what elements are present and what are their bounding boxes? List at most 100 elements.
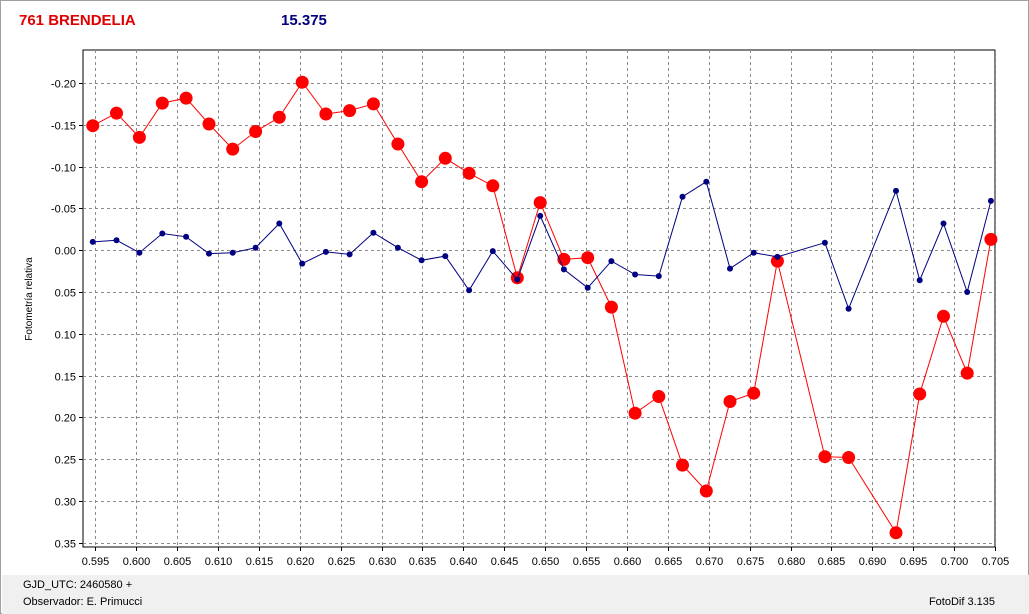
comparison-data-point <box>608 258 615 265</box>
asteroid-data-point <box>533 196 547 210</box>
comparison-data-point <box>821 239 828 246</box>
asteroid-data-point <box>652 390 666 403</box>
y-tick-label: -0.20 <box>51 79 76 91</box>
comparison-data-point <box>750 249 757 256</box>
asteroid-data-point <box>202 117 216 131</box>
comparison-data-point <box>183 233 190 240</box>
y-tick-label: 0.00 <box>55 246 76 258</box>
axis-ticks: 0.595 0.600 0.605 0.610 0.615 0.620 0.625 0.630… <box>51 79 1009 569</box>
asteroid-data-point <box>179 91 193 105</box>
asteroid-data-point <box>86 119 100 133</box>
asteroid-data-point <box>415 175 429 189</box>
asteroid-data-point <box>960 366 974 380</box>
comparison-data-point <box>322 248 329 255</box>
comparison-data-point <box>418 257 425 264</box>
comparison-data-point <box>893 187 899 194</box>
y-axis-label: Fotometría relativa <box>24 257 35 341</box>
observer-label: Observador: E. Primucci <box>23 596 143 608</box>
x-tick-label: 0.635 <box>409 556 437 568</box>
comparison-data-point <box>466 287 473 294</box>
chart: 761 BRENDELIA 15.375 0.595 0.600 0.605 0.61… <box>19 12 1009 569</box>
asteroid-data-point <box>770 254 784 268</box>
chart-title: 761 BRENDELIA <box>19 12 136 29</box>
comparison-data-point <box>916 277 923 284</box>
asteroid-data-point <box>343 104 357 118</box>
asteroid-data-point <box>155 96 169 110</box>
asteroid-data-point <box>676 458 689 472</box>
x-tick-label: 0.690 <box>859 556 887 568</box>
asteroid-data-point <box>110 106 123 120</box>
comparison-data-point <box>845 305 852 312</box>
comparison-data-point <box>584 284 591 291</box>
asteroid-data-point <box>984 232 998 246</box>
comparison-data-point <box>136 249 143 256</box>
asteroid-data-point <box>272 110 286 124</box>
comparison-data-point <box>442 253 449 260</box>
plot-area <box>82 49 996 548</box>
comparison-data-point <box>276 220 283 227</box>
comparison-data-point <box>299 260 306 267</box>
x-tick-label: 0.595 <box>82 556 110 568</box>
comparison-data-point <box>940 220 947 227</box>
x-tick-label: 0.640 <box>450 556 478 568</box>
asteroid-data-point <box>226 142 240 156</box>
asteroid-data-point <box>699 484 713 498</box>
x-tick-label: 0.705 <box>982 556 1010 568</box>
status-footer: GJD_UTC: 2460580 + Observador: E. Primuc… <box>2 575 1029 614</box>
x-tick-label: 0.665 <box>655 556 683 568</box>
x-tick-label: 0.600 <box>123 556 151 568</box>
comparison-data-point <box>370 229 377 236</box>
asteroid-data-point <box>889 526 903 540</box>
series-layer <box>86 75 998 540</box>
x-tick-label: 0.670 <box>696 556 724 568</box>
comparison-data-point <box>727 265 733 272</box>
comparison-data-point <box>159 230 166 237</box>
comparison-data-point <box>394 244 401 251</box>
comparison-data-point <box>987 197 994 204</box>
y-tick-label: 0.20 <box>55 413 76 425</box>
x-tick-label: 0.680 <box>778 556 806 568</box>
y-tick-label: 0.10 <box>55 330 76 342</box>
x-tick-label: 0.605 <box>164 556 192 568</box>
asteroid-data-point <box>818 450 832 464</box>
comparison-data-point <box>113 237 120 244</box>
asteroid-data-point <box>462 166 476 180</box>
y-tick-label: 0.35 <box>55 539 76 551</box>
y-tick-label: -0.15 <box>51 121 76 133</box>
asteroid-data-point <box>391 137 405 151</box>
grid <box>83 50 996 547</box>
asteroid-data-point <box>249 125 263 138</box>
x-tick-label: 0.610 <box>205 556 233 568</box>
x-tick-label: 0.630 <box>369 556 397 568</box>
comparison-data-point <box>774 253 781 260</box>
comparison-data-point <box>537 212 544 219</box>
y-tick-label: 0.25 <box>55 455 76 467</box>
chart-subtitle: 15.375 <box>281 12 327 29</box>
x-tick-label: 0.655 <box>573 556 601 568</box>
gjd-label: GJD_UTC: 2460580 + <box>23 579 133 591</box>
x-tick-label: 0.675 <box>737 556 765 568</box>
y-tick-label: -0.05 <box>51 204 76 216</box>
asteroid-data-point <box>628 406 642 420</box>
asteroid-data-point <box>842 451 856 464</box>
comparison-data-point <box>252 244 259 251</box>
x-tick-label: 0.625 <box>328 556 356 568</box>
asteroid-data-point <box>723 395 737 408</box>
x-tick-label: 0.685 <box>818 556 846 568</box>
asteroid-data-point <box>581 251 595 265</box>
asteroid-data-point <box>132 130 146 144</box>
asteroid-data-point <box>604 300 618 314</box>
y-tick-label: 0.05 <box>55 288 76 300</box>
x-tick-label: 0.645 <box>491 556 519 568</box>
comparison-data-point <box>346 251 353 258</box>
comparison-data-point <box>679 193 686 200</box>
asteroid-data-point <box>913 387 927 401</box>
comparison-data-point <box>964 289 971 295</box>
comparison-data-point <box>514 276 521 283</box>
y-tick-label: -0.10 <box>51 163 76 175</box>
comparison-data-point <box>655 273 662 280</box>
comparison-data-point <box>560 266 567 273</box>
asteroid-data-point <box>366 97 380 111</box>
y-tick-label: 0.15 <box>55 372 76 384</box>
